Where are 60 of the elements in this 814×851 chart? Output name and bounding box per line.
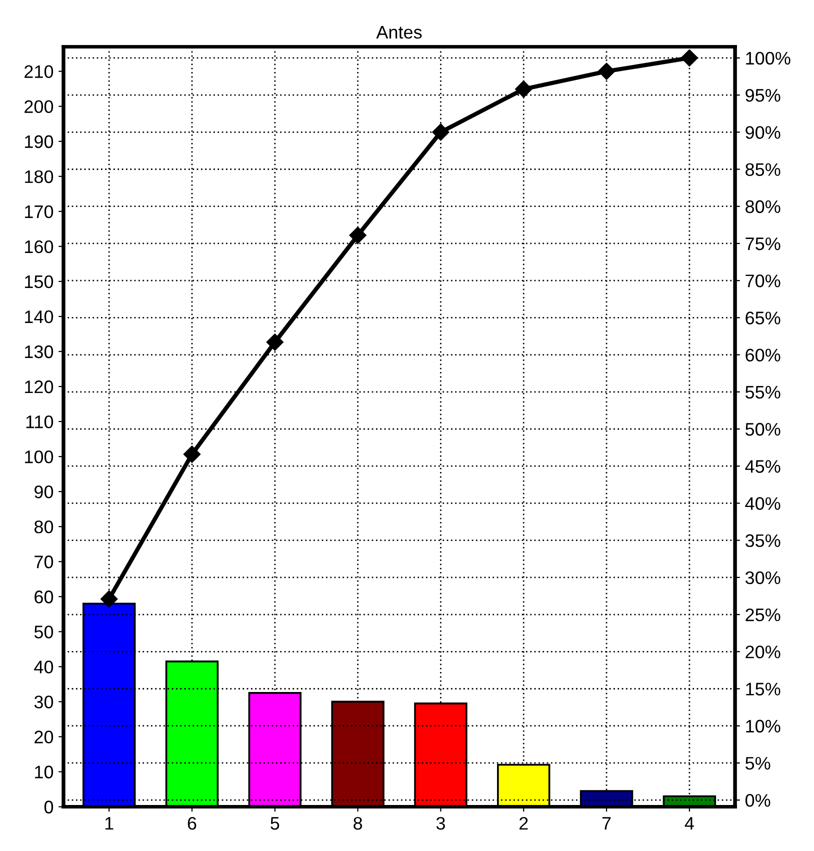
y2-tick-label: 50% <box>745 422 780 436</box>
y-tick-label: 160 <box>25 240 54 254</box>
y2-tick-label: 40% <box>745 497 780 510</box>
y2-tick-label: 75% <box>746 237 780 250</box>
chart-title: Antes <box>376 26 422 39</box>
y-tick-label: 200 <box>24 100 54 114</box>
x-tick-label: 1 <box>105 817 114 830</box>
point <box>100 590 118 608</box>
y-tick-label: 50 <box>34 626 54 638</box>
y-tick-label: 210 <box>24 65 54 78</box>
y-tick-label: 150 <box>25 275 54 288</box>
x-tick-label: 4 <box>684 817 694 830</box>
y2-tick-label: 65% <box>746 312 780 324</box>
point <box>432 124 450 141</box>
x-tick-label: 5 <box>270 817 280 830</box>
point <box>680 49 698 66</box>
x-tick-label: 2 <box>520 816 528 830</box>
x-tick-label: 7 <box>602 817 611 830</box>
y2-tick-label: 55% <box>745 386 780 399</box>
y2-tick-label: 10% <box>746 720 780 733</box>
x-tick-label: 6 <box>188 816 196 830</box>
y-tick-label: 180 <box>25 170 54 184</box>
x-tick-label: 3 <box>436 816 445 830</box>
y2-tick-label: 5% <box>745 756 770 770</box>
point <box>598 62 616 80</box>
y-tick-label: 170 <box>25 205 54 218</box>
y-tick-label: 130 <box>25 345 54 358</box>
y-tick-label: 10 <box>35 766 54 778</box>
y-tick-label: 100 <box>25 450 54 464</box>
y-tick-label: 0 <box>44 800 54 814</box>
point <box>183 446 201 463</box>
y2-tick-label: 60% <box>746 348 780 362</box>
y2-tick-label: 35% <box>745 534 780 548</box>
y2-tick-label: 30% <box>745 571 780 584</box>
y-tick-label: 110 <box>26 415 54 428</box>
point <box>515 80 532 98</box>
y-tick-label: 30 <box>34 696 54 708</box>
y-tick-label: 60 <box>34 590 54 604</box>
y2-tick-label: 0% <box>745 794 770 807</box>
y2-tick-label: 45% <box>745 460 780 473</box>
y2-tick-label: 85% <box>746 163 780 176</box>
y-tick-label: 20 <box>34 730 54 744</box>
y2-tick-label: 100% <box>746 52 790 65</box>
y2-tick-label: 90% <box>746 126 780 139</box>
point <box>349 226 366 244</box>
y2-tick-label: 80% <box>746 200 780 214</box>
y2-tick-label: 95% <box>746 88 780 102</box>
y2-tick-label: 25% <box>746 608 780 622</box>
y2-tick-label: 15% <box>746 682 780 696</box>
y-tick-label: 120 <box>25 380 54 394</box>
y-tick-label: 40 <box>34 660 54 674</box>
y-tick-label: 90 <box>34 486 54 498</box>
y2-tick-label: 20% <box>746 646 780 658</box>
y-tick-label: 140 <box>25 310 54 324</box>
y2-tick-label: 70% <box>746 274 780 288</box>
y-tick-label: 190 <box>25 135 54 148</box>
y-tick-label: 70 <box>34 556 54 568</box>
y-tick-label: 80 <box>34 520 54 534</box>
x-tick-label: 8 <box>354 816 362 830</box>
point <box>266 334 284 351</box>
